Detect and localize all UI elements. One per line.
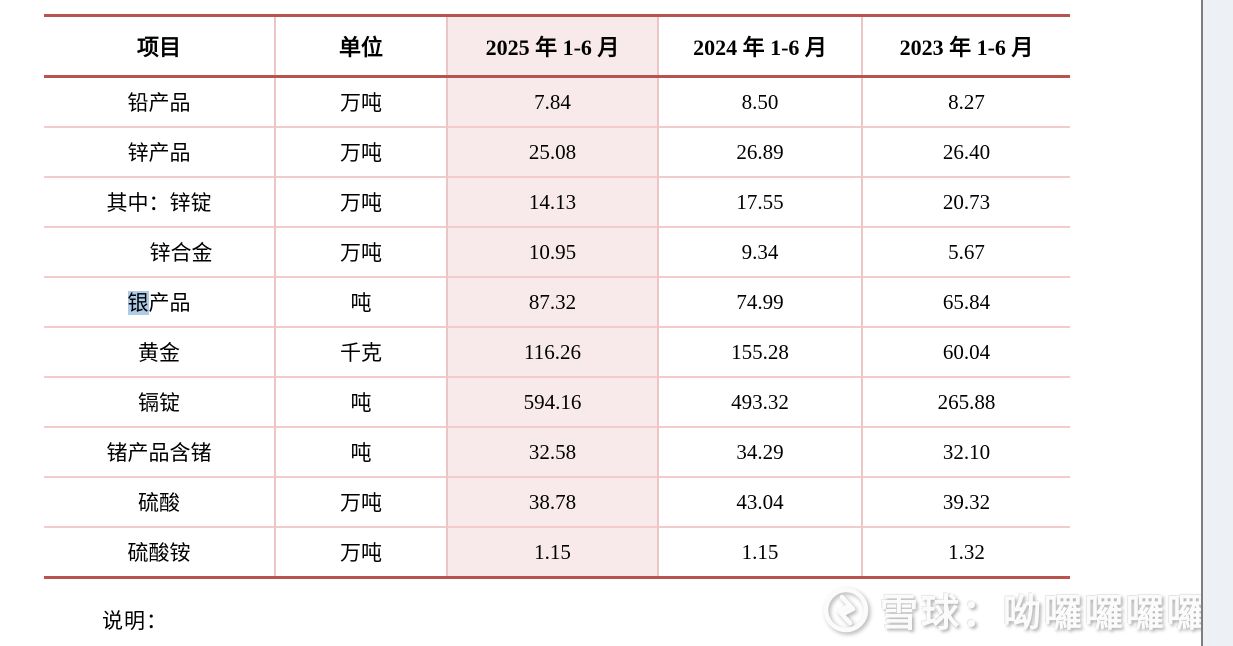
- unit-cell: 万吨: [275, 227, 448, 277]
- value-2025-cell: 32.58: [447, 427, 659, 477]
- unit-cell: 吨: [275, 377, 448, 427]
- unit-cell: 吨: [275, 427, 448, 477]
- search-highlight: 银: [127, 291, 149, 315]
- note-label: 说明：: [102, 609, 168, 633]
- watermark-separator: ：: [962, 593, 1004, 635]
- value-2024-cell: 74.99: [658, 277, 863, 327]
- table-row: 硫酸 万吨 38.78 43.04 39.32: [44, 477, 1070, 527]
- value-2023-cell: 265.88: [937, 389, 996, 414]
- value-2025-cell: 25.08: [447, 127, 659, 177]
- item-cell: 锗产品含锗: [44, 427, 276, 477]
- column-header-3: 2024 年 1-6 月: [658, 15, 863, 78]
- item-cell: 硫酸铵: [44, 527, 276, 578]
- value-2025-cell: 7.84: [447, 76, 659, 127]
- value-2025-cell: 38.78: [447, 477, 659, 527]
- table-row: 锌产品 万吨 25.08 26.89 26.40: [44, 127, 1070, 177]
- value-2023-cell: 60.04: [942, 339, 991, 364]
- value-2023-cell: 32.10: [942, 439, 991, 464]
- item-cell: 黄金: [44, 327, 276, 377]
- item-cell: 银产品: [44, 277, 276, 327]
- value-2024-cell: 26.89: [658, 127, 863, 177]
- value-2023-cell: 5.67: [948, 239, 985, 264]
- value-2024-cell: 34.29: [658, 427, 863, 477]
- item-cell: 铅产品: [44, 76, 276, 127]
- value-2023-cell: 65.84: [942, 289, 991, 314]
- unit-cell: 吨: [275, 277, 448, 327]
- item-cell: 镉锭: [44, 377, 276, 427]
- xueqiu-logo-icon: [823, 587, 869, 632]
- table-row: 硫酸铵 万吨 1.15 1.15 1.32: [44, 527, 1070, 578]
- unit-cell: 万吨: [275, 177, 448, 227]
- table-row: 锗产品含锗吨 32.58 34.29 32.10: [44, 427, 1070, 477]
- xueqiu-watermark: 雪球：呦囉囉囉囉囉: [822, 582, 1233, 637]
- value-2024-cell: 493.32: [658, 377, 863, 427]
- value-2023-cell: 20.73: [942, 189, 991, 214]
- value-2025-cell: 594.16: [447, 377, 659, 427]
- value-2024-cell: 8.50: [658, 76, 863, 127]
- value-2025-cell: 14.13: [447, 177, 659, 227]
- item-cell: 锌产品: [44, 127, 276, 177]
- value-2025-cell: 87.32: [447, 277, 659, 327]
- value-2025-cell: 116.26: [447, 327, 659, 377]
- value-2024-cell: 1.15: [658, 527, 863, 578]
- table-row: 镉锭吨 594.16 493.32 265.88: [44, 377, 1070, 427]
- value-2023-cell: 39.32: [942, 489, 991, 514]
- table-row: 其中：锌锭 万吨 14.13 17.55 20.73: [44, 177, 1070, 227]
- value-2025-cell: 10.95: [447, 227, 659, 277]
- column-header-1: 单位: [275, 15, 448, 78]
- value-2025-cell: 1.15: [447, 527, 659, 578]
- column-header-2: 2025 年 1-6 月: [447, 15, 659, 78]
- column-header-0: 项目: [44, 15, 276, 78]
- item-cell: 硫酸: [44, 477, 276, 527]
- table-row: 银产品吨 87.32 74.99 65.84: [44, 277, 1070, 327]
- watermark-text: 雪球：呦囉囉囉囉囉: [880, 582, 1233, 637]
- unit-cell: 千克: [275, 327, 448, 377]
- value-2024-cell: 43.04: [658, 477, 863, 527]
- unit-cell: 万吨: [275, 76, 448, 127]
- value-2024-cell: 17.55: [658, 177, 863, 227]
- watermark-brand: 雪球: [880, 593, 963, 635]
- right-gutter[interactable]: [1201, 0, 1233, 646]
- item-cell: 锌合金: [44, 227, 276, 277]
- watermark-username: 呦囉囉囉囉囉: [1003, 593, 1233, 635]
- value-2023-cell: 8.27: [948, 89, 985, 114]
- column-header-4: 2023 年 1-6 月: [862, 15, 1070, 78]
- table-header-row: 项目 单位 2025 年 1-6 月 2024 年 1-6 月 2023 年 1-6 月: [44, 15, 1070, 78]
- unit-cell: 万吨: [275, 127, 448, 177]
- unit-cell: 万吨: [275, 527, 448, 578]
- value-2023-cell: 1.32: [948, 539, 985, 564]
- table-row: 锌合金 万吨 10.95 9.34 5.67: [44, 227, 1070, 277]
- value-2023-cell: 26.40: [942, 139, 991, 164]
- table-row: 铅产品 万吨 7.84 8.50 8.27: [44, 76, 1070, 127]
- item-cell: 其中：锌锭: [44, 177, 276, 227]
- value-2024-cell: 155.28: [658, 327, 863, 377]
- unit-cell: 万吨: [275, 477, 448, 527]
- production-volume-table: 项目 单位 2025 年 1-6 月 2024 年 1-6 月 2023 年 1-6 月…: [44, 14, 1070, 579]
- table-row: 黄金 千克 116.26 155.28 60.04: [44, 327, 1070, 377]
- value-2024-cell: 9.34: [658, 227, 863, 277]
